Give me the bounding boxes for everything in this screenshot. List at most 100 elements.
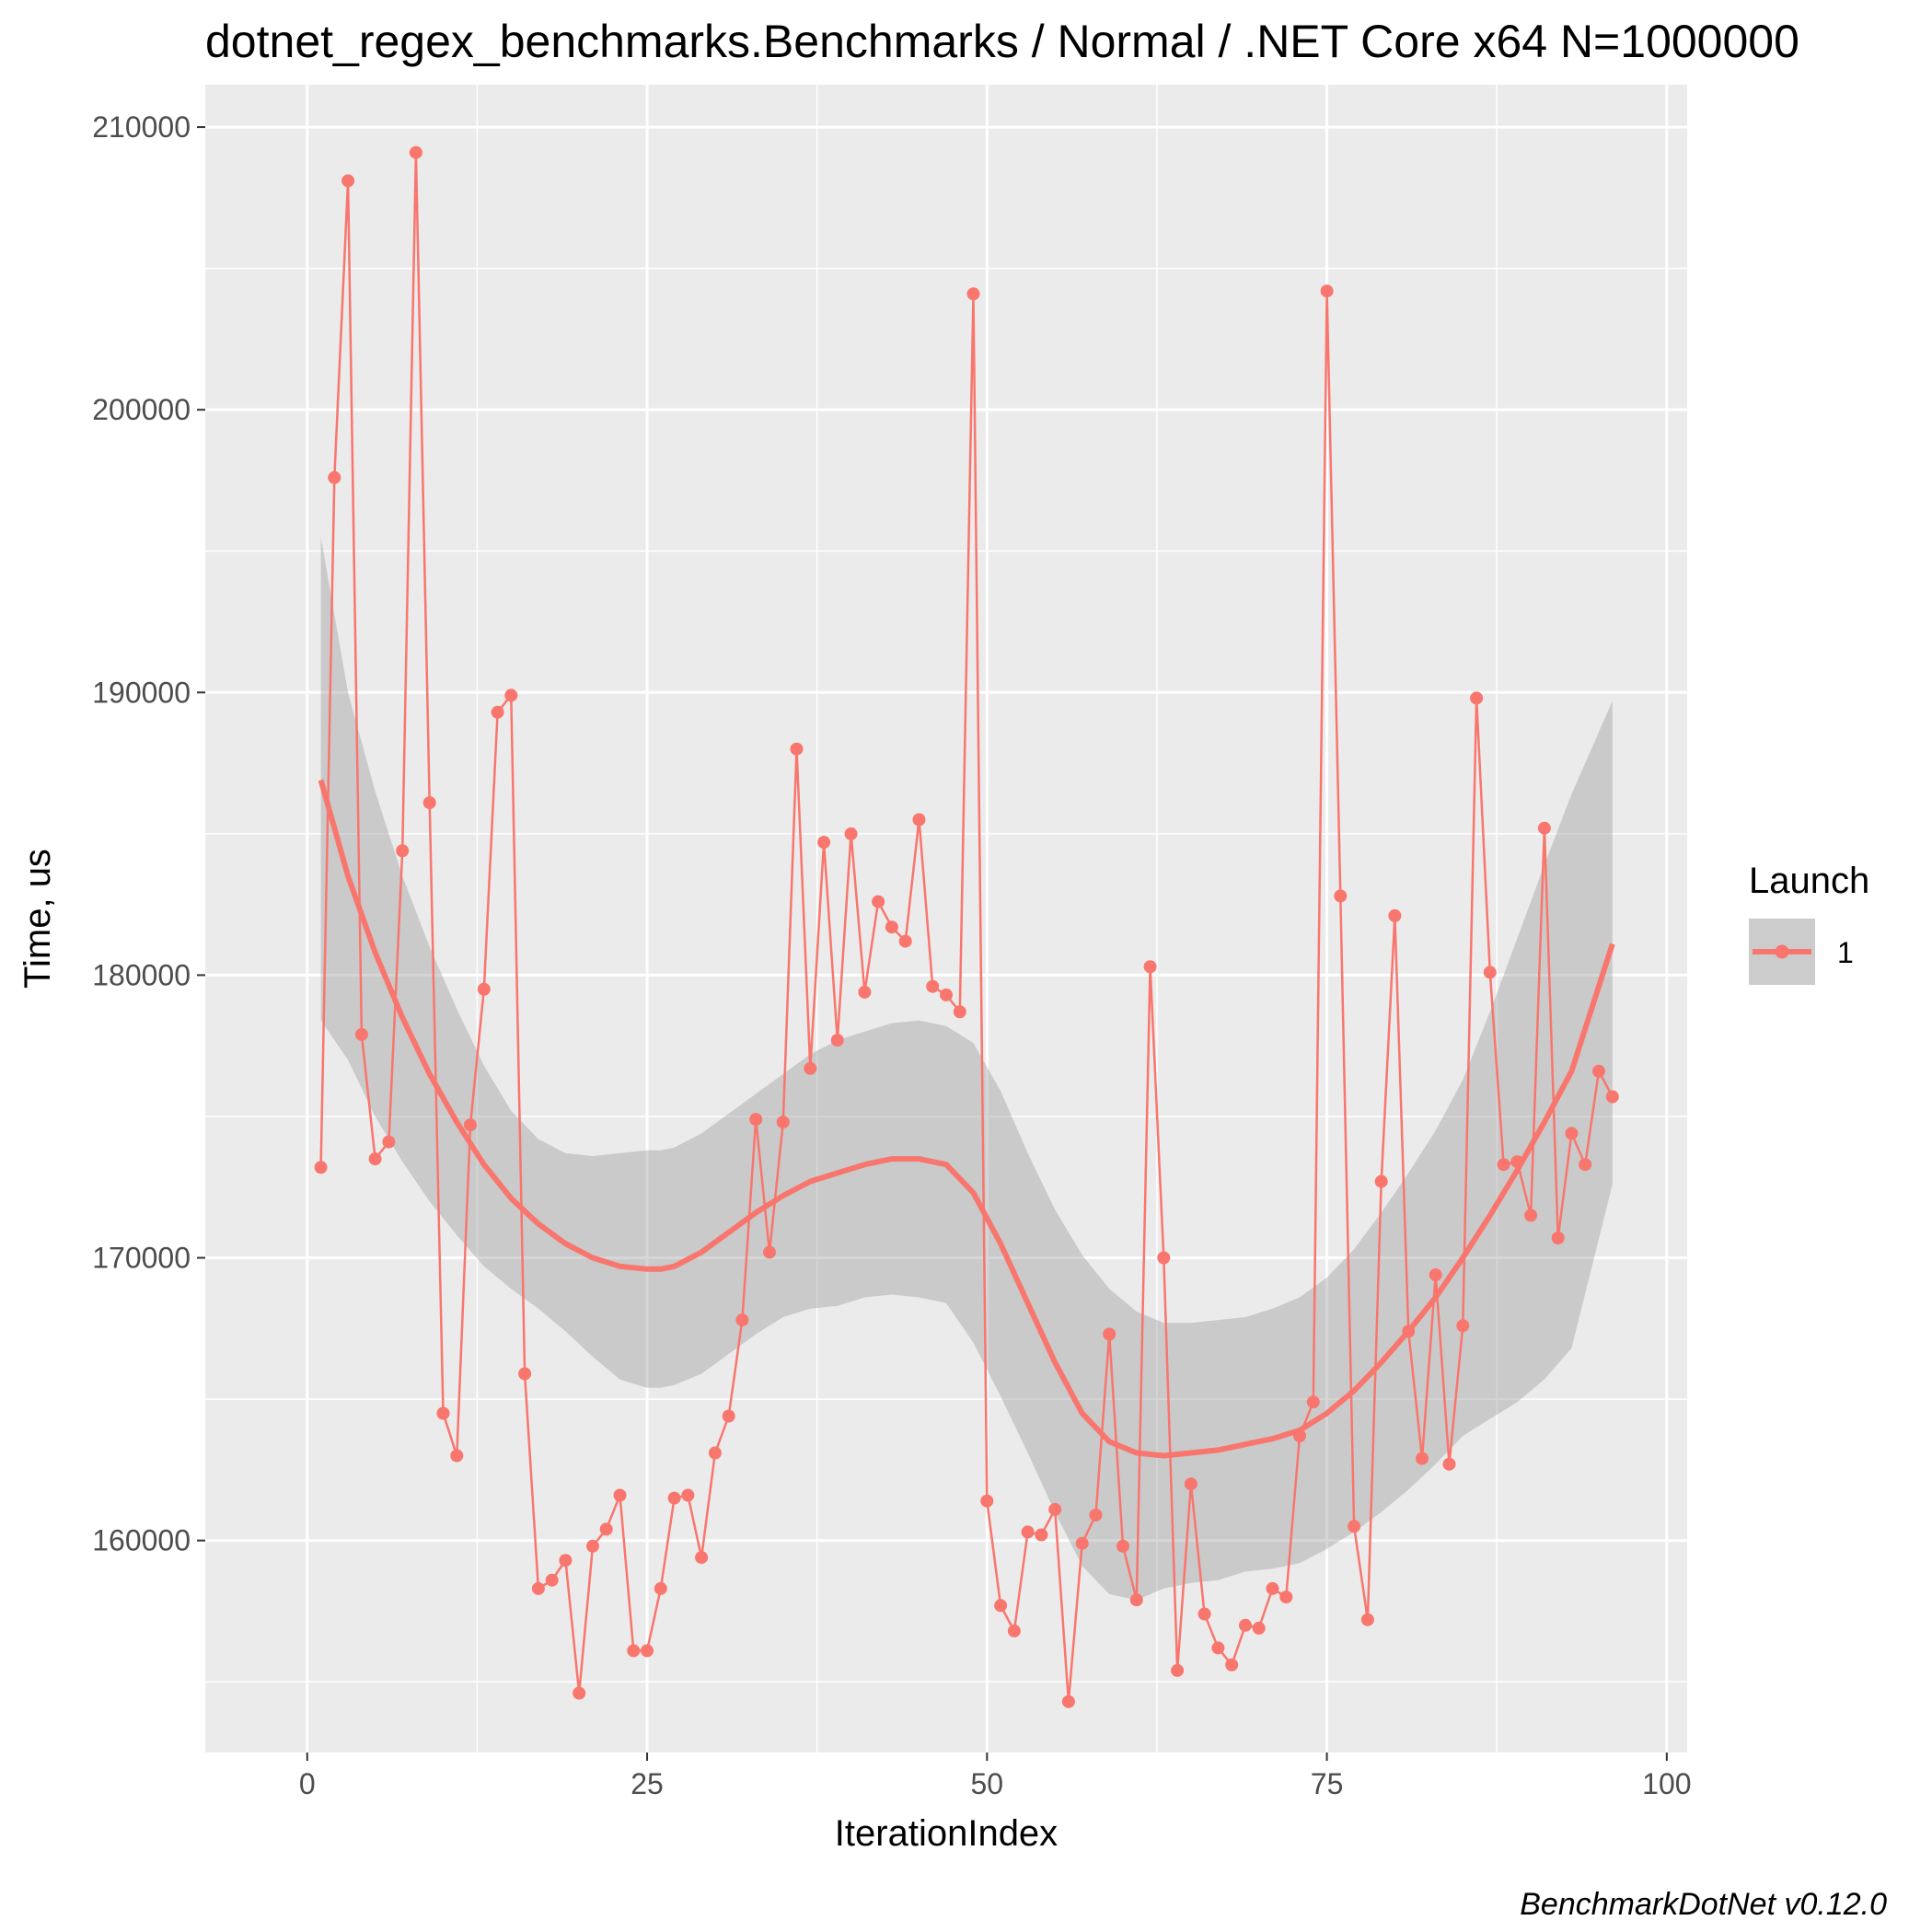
y-tick-label: 200000 <box>92 393 191 426</box>
data-point <box>1171 1663 1185 1677</box>
data-point <box>1579 1158 1592 1172</box>
data-point <box>382 1135 396 1149</box>
data-point <box>1388 908 1402 922</box>
series-line <box>319 152 1614 1702</box>
data-point <box>1266 1581 1279 1595</box>
legend: Launch 1 <box>1749 861 1869 985</box>
data-point <box>722 1409 735 1423</box>
data-point <box>328 470 341 484</box>
data-point <box>708 1446 722 1460</box>
data-point <box>559 1554 573 1568</box>
x-tick-label: 25 <box>631 1767 664 1800</box>
data-point <box>1075 1536 1089 1550</box>
data-point <box>667 1491 681 1505</box>
data-point <box>491 705 504 719</box>
y-axis-title: Time, us <box>17 849 58 989</box>
data-point <box>1007 1624 1021 1637</box>
data-point <box>654 1581 667 1595</box>
data-point <box>1089 1509 1103 1521</box>
y-tick-label: 190000 <box>92 676 191 709</box>
data-point <box>1048 1502 1062 1516</box>
data-point <box>804 1061 817 1075</box>
data-point <box>477 982 491 996</box>
data-point <box>926 979 940 993</box>
x-tick-label: 75 <box>1311 1767 1344 1800</box>
data-point <box>1061 1695 1075 1708</box>
data-point <box>1416 1452 1429 1465</box>
data-point <box>409 145 422 159</box>
data-point <box>1483 966 1497 979</box>
data-point <box>1184 1477 1197 1491</box>
data-point <box>1537 821 1551 835</box>
y-tick-label: 170000 <box>92 1242 191 1275</box>
x-tick-label: 100 <box>1642 1767 1691 1800</box>
data-point <box>885 920 898 934</box>
data-point <box>966 287 980 301</box>
data-point <box>735 1313 749 1327</box>
data-point <box>1524 1209 1538 1222</box>
data-point <box>940 988 953 1001</box>
data-point <box>396 844 410 858</box>
data-point <box>681 1488 695 1502</box>
data-point <box>1252 1621 1266 1635</box>
data-point <box>763 1245 776 1259</box>
data-point <box>422 796 436 810</box>
data-point <box>613 1488 627 1502</box>
data-point <box>1442 1457 1456 1471</box>
data-point <box>504 688 518 702</box>
x-axis: 0 25 50 75 100 <box>299 1753 1692 1800</box>
data-point <box>518 1367 532 1381</box>
data-point <box>1279 1591 1293 1604</box>
x-axis-title: IterationIndex <box>835 1813 1058 1854</box>
y-tick-label: 180000 <box>92 958 191 991</box>
data-point <box>1225 1658 1239 1672</box>
data-point <box>776 1116 790 1129</box>
y-tick-label: 210000 <box>92 110 191 144</box>
legend-label: 1 <box>1837 936 1854 969</box>
data-point <box>790 742 804 756</box>
data-point <box>1348 1520 1361 1533</box>
caption: BenchmarkDotNet v0.12.0 <box>1520 1887 1887 1922</box>
data-point <box>545 1573 559 1587</box>
data-point <box>912 813 926 827</box>
data-point <box>1374 1174 1388 1188</box>
data-point <box>1456 1319 1470 1333</box>
data-point <box>1143 960 1157 974</box>
y-tick-label: 160000 <box>92 1524 191 1557</box>
legend-title: Launch <box>1749 861 1869 901</box>
data-point <box>1306 1395 1320 1409</box>
data-point <box>599 1522 613 1536</box>
smooth-line <box>318 779 1615 1459</box>
x-tick-label: 50 <box>971 1767 1004 1800</box>
data-point <box>354 1027 368 1041</box>
confidence-band <box>320 537 1613 1601</box>
data-point <box>314 1161 328 1174</box>
data-point <box>1197 1607 1211 1621</box>
y-axis: 160000 170000 180000 190000 200000 210000 <box>92 110 205 1557</box>
data-point <box>436 1406 450 1420</box>
data-point <box>573 1686 586 1700</box>
data-point <box>1565 1127 1579 1140</box>
data-point <box>1103 1327 1116 1341</box>
data-point <box>994 1599 1008 1613</box>
data-point <box>1605 1090 1619 1104</box>
data-point <box>1429 1268 1442 1281</box>
x-tick-label: 0 <box>299 1767 316 1800</box>
data-point <box>817 836 831 850</box>
data-point <box>1157 1251 1171 1265</box>
data-point <box>844 827 858 840</box>
data-points <box>314 145 1619 1708</box>
legend-key-point <box>1775 944 1789 959</box>
data-point <box>1470 691 1484 705</box>
data-point <box>641 1644 654 1658</box>
data-point <box>872 895 885 908</box>
data-point <box>1320 284 1334 298</box>
data-point <box>341 174 355 188</box>
data-point <box>531 1581 545 1595</box>
data-point <box>1551 1232 1565 1244</box>
data-point <box>1592 1064 1605 1078</box>
chart-title: dotnet_regex_benchmarks.Benchmarks / Nor… <box>205 16 1799 67</box>
data-point <box>953 1005 966 1019</box>
data-point <box>368 1152 382 1166</box>
